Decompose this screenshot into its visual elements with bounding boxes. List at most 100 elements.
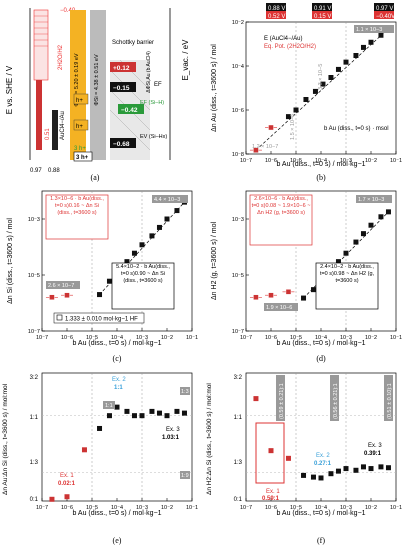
panel-a-ylabel-right: E_vac. / eV — [181, 39, 190, 81]
panel-d-label: (d) — [316, 354, 326, 363]
e-ytick-13: 1:3 — [30, 460, 39, 466]
e-ex2: Ex. 2 — [112, 377, 126, 383]
c-xtick-label: 10⁻1 — [186, 335, 198, 341]
c-point — [97, 292, 103, 298]
e-xtick-label: 10⁻6 — [61, 505, 73, 511]
h2o-label: 2H2O/H2 — [58, 44, 64, 70]
panel-d-ylabel: Δn H2 (g, t=3600 s) / mol — [211, 222, 218, 300]
c-point — [149, 233, 155, 239]
e-xtick-label: 10⁻1 — [186, 505, 198, 511]
c-point — [106, 278, 112, 284]
box-015 — [110, 82, 136, 92]
b-box1-eq: 0.52 V — [268, 14, 285, 20]
b-xtick-label: 10⁻2 — [365, 158, 377, 164]
c-point — [164, 216, 170, 222]
panel-e-xlabel: b Au (diss., t=0 s) / mol·kg−1 — [72, 510, 161, 517]
f-point — [378, 464, 384, 470]
val-088: 0.88 — [48, 168, 60, 174]
aucl4-bar — [52, 110, 58, 150]
f-xtick-label: 10⁻2 — [365, 505, 377, 511]
h-plus: h+ — [76, 98, 83, 104]
three-h-box — [73, 151, 93, 162]
c-ann-high: 4.4 × 10−3 — [154, 197, 180, 203]
panel-f-label: (f) — [317, 536, 325, 545]
e-ex1: Ex. 1 — [60, 473, 74, 479]
plot-frame-f — [245, 372, 397, 502]
c-point — [131, 250, 137, 256]
b-ytick-label: 10⁻2 — [232, 20, 244, 26]
f-point — [318, 475, 324, 481]
f-ex3-val: 0.39:1 — [364, 451, 382, 457]
f-box-label-2: (0.56 ± 0.21):1 — [333, 383, 339, 419]
d-box-black-text: 2.4×10−2 · b Au(diss., t=0 s)0.98 ~ Δn H… — [319, 264, 375, 284]
panel-d-xlabel: b Au (diss., t=0 s) / mol·kg−1 — [276, 340, 365, 347]
f-ex2-val: 0.27:1 — [314, 461, 332, 467]
e-r19-bg — [180, 471, 190, 479]
b-box2-e: 0.91 V — [314, 6, 331, 12]
d-xtick-label: 10⁻3 — [340, 335, 352, 341]
b-point — [303, 97, 309, 103]
d-red-point — [268, 292, 274, 298]
b-box3-e: 0.97 V — [376, 6, 393, 12]
f-red-point — [253, 396, 259, 402]
b-xtick-label: 10⁻4 — [315, 158, 327, 164]
plot-b-area: 10⁻7 10⁻6 10⁻5 10⁻4 10⁻3 10⁻2 10⁻1 10⁻8 10⁻6 10⁻4… — [232, 20, 402, 164]
d-ytick-label: 10⁻3 — [232, 217, 244, 223]
c-xtick-label: 10⁻2 — [161, 335, 173, 341]
b-point — [368, 39, 374, 45]
panel-c-ylabel: Δn Si (diss., t=3600 s) / mol — [7, 218, 14, 304]
e-xtick-label: 10⁻5 — [86, 505, 98, 511]
c-xtick-label: 10⁻7 — [36, 335, 48, 341]
b-xtick-label: 10⁻3 — [340, 158, 352, 164]
val-042: −0.42 — [121, 107, 138, 114]
red-bar — [36, 80, 42, 150]
c-red-point — [64, 292, 70, 298]
panel-b-xlabel: b Au (diss., t=0 s) / mol·kg−1 — [276, 161, 365, 168]
b-point — [312, 88, 318, 94]
f-ex1-val: 0.59:1 — [262, 496, 280, 502]
d-point — [343, 250, 349, 256]
schottky-label: Schottky barrier — [112, 40, 154, 46]
f-ex3: Ex. 3 — [368, 443, 382, 449]
e-ytick-01: 0:1 — [30, 497, 39, 503]
d-point — [368, 222, 374, 228]
f-xtick-label: 10⁻7 — [240, 505, 252, 511]
panel-c-label: (c) — [113, 354, 122, 363]
b-ytick-label: 10⁻8 — [232, 152, 244, 158]
d-red-point — [285, 289, 292, 295]
c-ann-low-bg — [46, 281, 80, 289]
e-red-point — [49, 496, 55, 502]
panel-e-label: (e) — [113, 536, 122, 545]
plot-f-area: 10⁻7 10⁻6 10⁻5 10⁻4 10⁻3 10⁻2 10⁻1 — [240, 373, 402, 511]
e-ex3-val: 1.03:1 — [162, 435, 180, 441]
val-012: +0.12 — [113, 65, 130, 72]
e-ex1-val: 0.02:1 — [58, 481, 76, 487]
f-point — [385, 465, 391, 471]
panel-c-chart: 10⁻7 10⁻6 10⁻5 10⁻4 10⁻3 10⁻2 10⁻1 10⁻7 10⁻5 10⁻3… — [7, 190, 198, 363]
d-point — [378, 214, 384, 220]
delta-label: ΔΦSi,Au (b AuCl4) — [146, 51, 152, 93]
f-ytick-11: 1:1 — [234, 415, 243, 421]
b-point — [360, 44, 366, 50]
c-box-red — [45, 194, 109, 240]
e-xtick-label: 10⁻2 — [161, 505, 173, 511]
d-point — [310, 287, 316, 293]
f-point — [343, 466, 349, 472]
c-legend: 1.333 ± 0.010 mol·kg−1 HF — [65, 317, 138, 323]
e-r11-bg — [103, 401, 115, 409]
c-ytick-label: 10⁻5 — [28, 273, 40, 279]
f-box-label-3: (0.51 ± 0.10):1 — [387, 383, 393, 419]
f-red-point — [285, 455, 291, 461]
panel-b-chart: 0.88 V 0.52 V 0.91 V 0.15 V 0.97 V −0.40… — [211, 3, 402, 182]
b-xtick-label: 10⁻7 — [240, 158, 252, 164]
e-ex2-val: 1:1 — [114, 385, 123, 391]
d-xtick-label: 10⁻1 — [390, 335, 402, 341]
panel-f-ylabel: Δn H2:Δn Si (diss., t=3600 s) / mol:mol — [206, 383, 213, 495]
d-xtick-label: 10⁻5 — [290, 335, 302, 341]
h2o-val: −0.40 — [60, 8, 76, 14]
val-068: −0.68 — [113, 141, 130, 148]
b-xtick-label: 10⁻1 — [390, 158, 402, 164]
b-ytick-label: 10⁻4 — [232, 64, 244, 70]
b-fit-label: b Au (diss., t=0 s) · msol — [324, 126, 389, 132]
